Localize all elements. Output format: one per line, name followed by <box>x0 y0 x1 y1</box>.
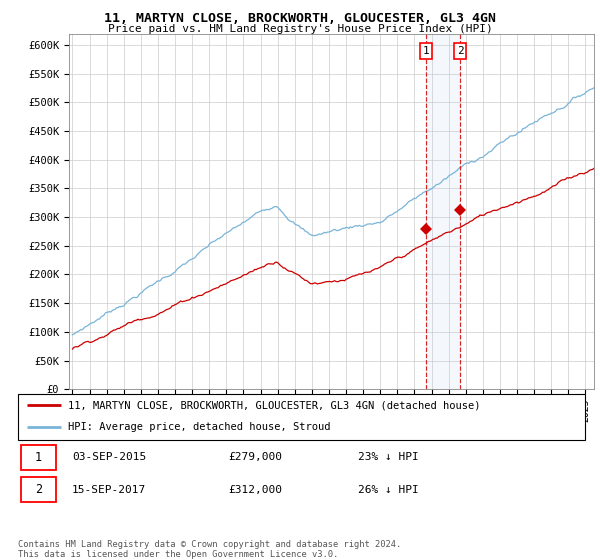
FancyBboxPatch shape <box>18 394 585 440</box>
Text: 1: 1 <box>35 451 42 464</box>
Text: 15-SEP-2017: 15-SEP-2017 <box>72 485 146 494</box>
Text: £279,000: £279,000 <box>228 452 282 462</box>
Text: 1: 1 <box>422 46 429 56</box>
FancyBboxPatch shape <box>21 445 56 470</box>
Bar <box>426 34 460 389</box>
Text: 26% ↓ HPI: 26% ↓ HPI <box>358 485 419 494</box>
Text: 2: 2 <box>457 46 463 56</box>
Text: 03-SEP-2015: 03-SEP-2015 <box>72 452 146 462</box>
Text: 11, MARTYN CLOSE, BROCKWORTH, GLOUCESTER, GL3 4GN (detached house): 11, MARTYN CLOSE, BROCKWORTH, GLOUCESTER… <box>68 400 481 410</box>
Text: £312,000: £312,000 <box>228 485 282 494</box>
Text: 2: 2 <box>35 483 42 496</box>
Text: 11, MARTYN CLOSE, BROCKWORTH, GLOUCESTER, GL3 4GN: 11, MARTYN CLOSE, BROCKWORTH, GLOUCESTER… <box>104 12 496 25</box>
Text: Contains HM Land Registry data © Crown copyright and database right 2024.
This d: Contains HM Land Registry data © Crown c… <box>18 540 401 559</box>
Text: Price paid vs. HM Land Registry's House Price Index (HPI): Price paid vs. HM Land Registry's House … <box>107 24 493 34</box>
FancyBboxPatch shape <box>21 477 56 502</box>
Text: 23% ↓ HPI: 23% ↓ HPI <box>358 452 419 462</box>
Text: HPI: Average price, detached house, Stroud: HPI: Average price, detached house, Stro… <box>68 422 331 432</box>
